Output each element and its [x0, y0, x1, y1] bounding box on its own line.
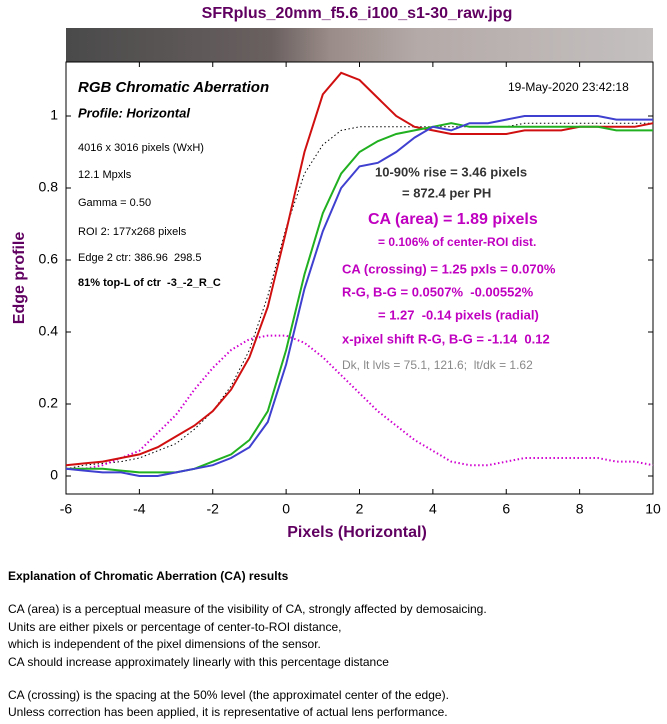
y-tick-label: 0 [50, 467, 58, 483]
y-axis-label: Edge profile [11, 232, 28, 325]
series-line [66, 122, 653, 474]
x-tick-label: 0 [282, 501, 290, 517]
x-tick-label: -4 [133, 501, 146, 517]
annotation: x-pixel shift R-G, B-G = -1.14 0.12 [342, 331, 550, 346]
paragraph-gap [8, 671, 658, 687]
x-tick-label: -6 [60, 501, 73, 517]
chart-title: SFRplus_20mm_f5.6_i100_s1-30_raw.jpg [202, 5, 513, 22]
explanation-line: CA (crossing) is the spacing at the 50% … [8, 687, 449, 702]
annotation: Edge 2 ctr: 386.96 298.5 [78, 252, 202, 264]
edge-image-strip [66, 28, 653, 62]
series-line [65, 122, 653, 470]
annotation: ROI 2: 177x268 pixels [78, 226, 187, 238]
annotation: 19-May-2020 23:42:18 [508, 80, 629, 94]
annotation: CA (crossing) = 1.25 pxls = 0.070% [342, 261, 556, 276]
explanation-line: CA (area) is a perceptual measure of the… [8, 602, 487, 617]
y-tick-label: 0.6 [39, 251, 59, 267]
annotation: 81% top-L of ctr -3_-2_R_C [78, 277, 221, 289]
annotation: 10-90% rise = 3.46 pixels [375, 164, 527, 179]
annotation: CA (area) = 1.89 pixels [368, 211, 538, 228]
annotation: = 0.106% of center-ROI dist. [378, 235, 536, 249]
y-tick-label: 0.8 [39, 179, 59, 195]
chart: SFRplus_20mm_f5.6_i100_s1-30_raw.jpg Pix… [11, 5, 661, 541]
x-tick-label: 6 [502, 501, 510, 517]
annotation: 12.1 Mpxls [78, 169, 132, 181]
explanation-line: which is independent of the pixel dimens… [8, 637, 321, 652]
explanation-heading: Explanation of Chromatic Aberration (CA)… [8, 569, 289, 583]
x-tick-label: 4 [429, 501, 437, 517]
explanation-line: Units are either pixels or percentage of… [8, 619, 342, 634]
paragraph-gap [8, 585, 658, 601]
y-tick-label: 0.4 [39, 323, 59, 339]
annotation: RGB Chromatic Aberration [78, 79, 269, 96]
y-tick-label: 0.2 [39, 395, 59, 411]
explanation-line: CA should increase approximately linearl… [8, 654, 389, 669]
annotation: Dk, lt lvls = 75.1, 121.6; lt/dk = 1.62 [342, 358, 533, 372]
series-line [65, 71, 654, 467]
x-tick-label: 8 [576, 501, 584, 517]
explanation: Explanation of Chromatic Aberration (CA)… [8, 568, 658, 722]
y-tick-label: 1 [50, 107, 58, 123]
plot-frame [65, 61, 654, 495]
annotation: 4016 x 3016 pixels (WxH) [78, 142, 204, 154]
x-tick-label: 2 [356, 501, 364, 517]
series-line [65, 115, 653, 477]
x-axis-label: Pixels (Horizontal) [287, 524, 427, 541]
annotation: = 1.27 -0.14 pixels (radial) [378, 307, 539, 322]
x-tick-label: -2 [207, 501, 220, 517]
explanation-line: Unless correction has been applied, it i… [8, 705, 448, 720]
annotation: R-G, B-G = 0.0507% -0.00552% [342, 284, 534, 299]
annotation: = 872.4 per PH [402, 185, 491, 200]
annotation: Gamma = 0.50 [78, 197, 151, 209]
annotation: Profile: Horizontal [78, 105, 190, 120]
x-tick-label: 10 [645, 501, 661, 517]
